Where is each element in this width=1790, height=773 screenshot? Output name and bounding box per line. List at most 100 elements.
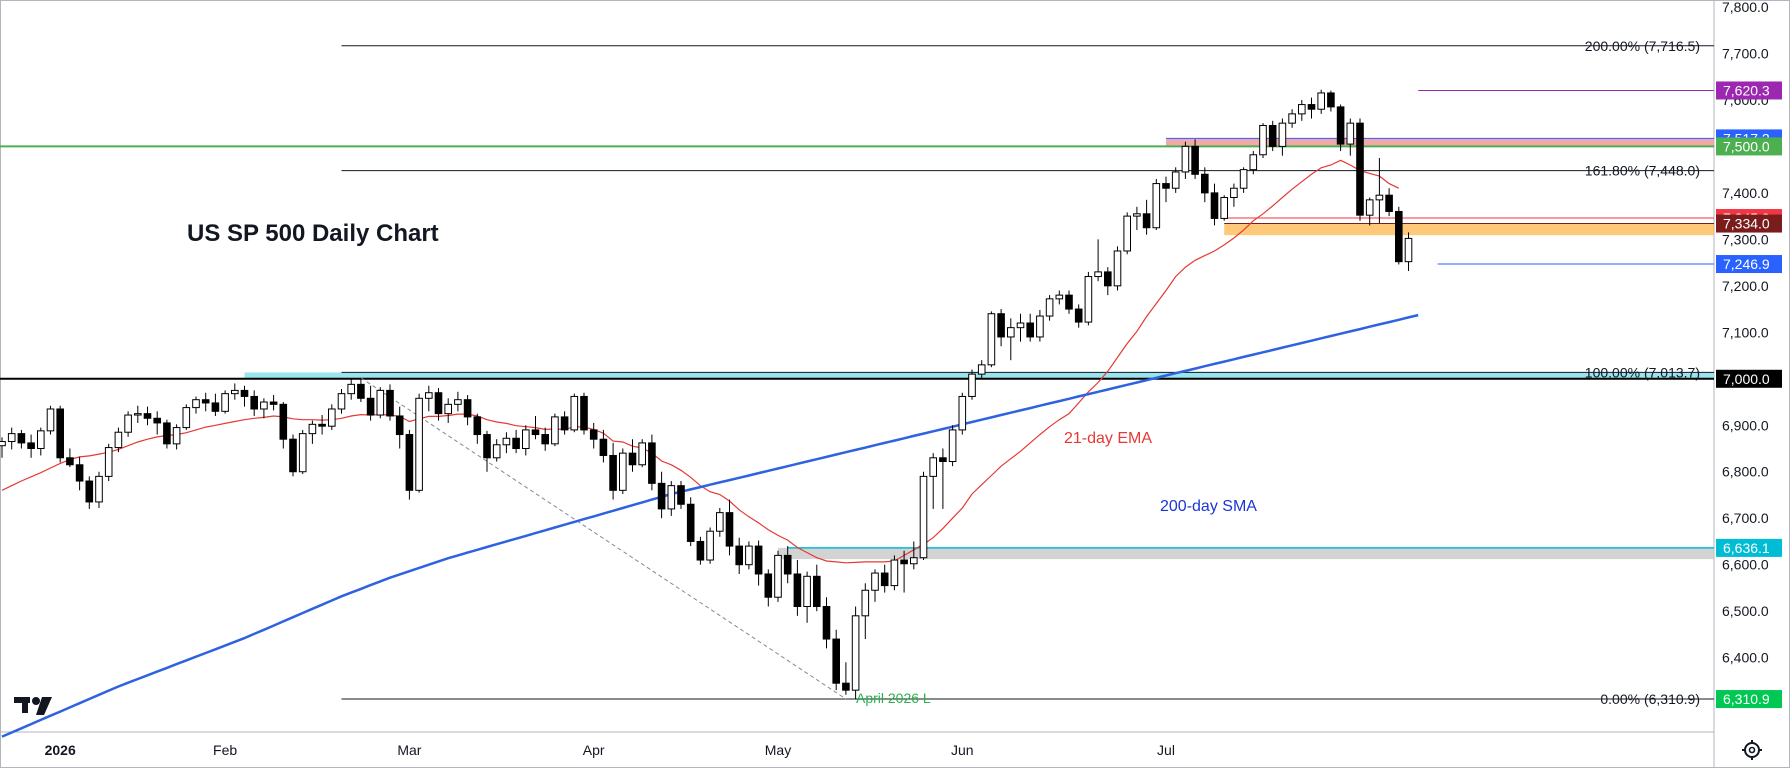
candle-body bbox=[522, 429, 530, 449]
candle-body bbox=[1317, 92, 1326, 110]
candle-body bbox=[328, 408, 336, 427]
candle bbox=[1152, 178, 1161, 231]
candle bbox=[706, 527, 714, 564]
gear-icon[interactable] bbox=[1742, 740, 1762, 760]
candle bbox=[66, 448, 74, 468]
candle-body bbox=[1327, 92, 1335, 108]
candle bbox=[968, 369, 976, 400]
candle bbox=[1191, 139, 1199, 179]
candle bbox=[910, 541, 918, 570]
candle bbox=[570, 393, 579, 433]
candle bbox=[395, 406, 404, 449]
price-axis-tick[interactable]: 6,900.0 bbox=[1722, 417, 1769, 433]
candle bbox=[153, 411, 161, 435]
candle bbox=[948, 425, 957, 467]
candle-body bbox=[172, 427, 181, 445]
candle bbox=[1268, 120, 1277, 152]
candle-body bbox=[37, 430, 45, 449]
price-axis-tick[interactable]: 6,500.0 bbox=[1722, 603, 1769, 619]
time-axis-tick[interactable]: Jun bbox=[951, 742, 974, 758]
candle-body bbox=[1104, 271, 1112, 287]
time-axis-labels[interactable]: 2026 Feb Mar Apr May Jun Jul bbox=[45, 742, 1175, 758]
candle-body bbox=[1404, 237, 1413, 263]
candle-body bbox=[192, 399, 200, 409]
candle bbox=[415, 393, 423, 493]
candle-body bbox=[269, 401, 278, 405]
candle bbox=[279, 402, 288, 449]
candle-body bbox=[900, 559, 908, 565]
candle bbox=[1074, 304, 1083, 328]
time-axis-tick[interactable]: Apr bbox=[583, 742, 605, 758]
candle-body bbox=[774, 554, 782, 598]
price-axis-tick[interactable]: 7,300.0 bbox=[1722, 231, 1769, 247]
candle bbox=[900, 550, 908, 593]
candle-body bbox=[919, 475, 928, 559]
candle-body bbox=[1074, 308, 1083, 323]
fib-level-label: 200.00% (7,716.5) bbox=[1585, 38, 1700, 54]
candle bbox=[114, 427, 123, 453]
candle bbox=[745, 541, 753, 570]
candle-body bbox=[1065, 294, 1073, 310]
candle-body bbox=[66, 457, 74, 466]
candle bbox=[46, 405, 55, 435]
candle-body bbox=[570, 395, 579, 431]
candle bbox=[231, 383, 239, 400]
time-axis-tick[interactable]: Jul bbox=[1157, 742, 1175, 758]
candle bbox=[716, 507, 724, 537]
price-axis-tick[interactable]: 7,700.0 bbox=[1722, 45, 1769, 61]
candle bbox=[1113, 246, 1122, 291]
candle-body bbox=[46, 408, 55, 432]
candle bbox=[648, 434, 656, 491]
candle bbox=[522, 425, 530, 456]
price-axis-tick[interactable]: 7,400.0 bbox=[1722, 185, 1769, 201]
time-axis-tick[interactable]: May bbox=[765, 742, 791, 758]
candle bbox=[725, 499, 734, 556]
candle-body bbox=[492, 444, 501, 459]
candle-body bbox=[163, 422, 171, 445]
time-axis-tick[interactable]: Feb bbox=[213, 742, 237, 758]
candle-body bbox=[1346, 122, 1355, 145]
price-axis-tick[interactable]: 6,800.0 bbox=[1722, 464, 1769, 480]
candle-body bbox=[861, 589, 870, 617]
candle bbox=[492, 439, 501, 462]
candle-body bbox=[667, 485, 676, 510]
candle-body bbox=[890, 559, 899, 587]
candle-body bbox=[376, 389, 385, 416]
price-badge: 7,000.0 bbox=[1716, 369, 1782, 388]
candle-body bbox=[182, 407, 191, 429]
price-axis-tick[interactable]: 7,800.0 bbox=[1722, 0, 1769, 15]
candle-body bbox=[298, 433, 307, 473]
candle-body bbox=[211, 402, 220, 412]
price-axis-tick[interactable]: 7,200.0 bbox=[1722, 278, 1769, 294]
price-badge-box bbox=[1716, 137, 1782, 156]
price-axis-labels[interactable]: 7,800.07,700.07,600.07,500.07,400.07,300… bbox=[1722, 0, 1769, 666]
price-axis-tick[interactable]: 6,700.0 bbox=[1722, 510, 1769, 526]
price-axis-tick[interactable]: 6,600.0 bbox=[1722, 557, 1769, 573]
candle bbox=[366, 385, 375, 421]
price-axis-tick[interactable]: 6,400.0 bbox=[1722, 650, 1769, 666]
dashed-trendline bbox=[360, 377, 847, 700]
price-axis-tick[interactable]: 7,100.0 bbox=[1722, 324, 1769, 340]
candle bbox=[347, 378, 355, 400]
candle-body bbox=[871, 572, 879, 591]
price-badge-box bbox=[1716, 369, 1782, 388]
candle bbox=[638, 439, 647, 468]
candle-body bbox=[725, 512, 734, 547]
tradingview-logo[interactable] bbox=[14, 697, 52, 715]
candle-body bbox=[803, 575, 811, 608]
candle-body bbox=[463, 399, 472, 418]
candle-body bbox=[842, 682, 850, 691]
candle-body bbox=[75, 464, 84, 482]
candle bbox=[1016, 313, 1025, 342]
time-axis-tick[interactable]: Mar bbox=[397, 742, 421, 758]
zone-layer bbox=[244, 138, 1714, 560]
candle-body bbox=[1142, 213, 1151, 229]
candle bbox=[880, 564, 889, 593]
candle-body bbox=[1191, 145, 1199, 175]
candle-body bbox=[454, 399, 462, 405]
time-axis-tick[interactable]: 2026 bbox=[45, 742, 76, 758]
candle bbox=[1336, 104, 1345, 152]
